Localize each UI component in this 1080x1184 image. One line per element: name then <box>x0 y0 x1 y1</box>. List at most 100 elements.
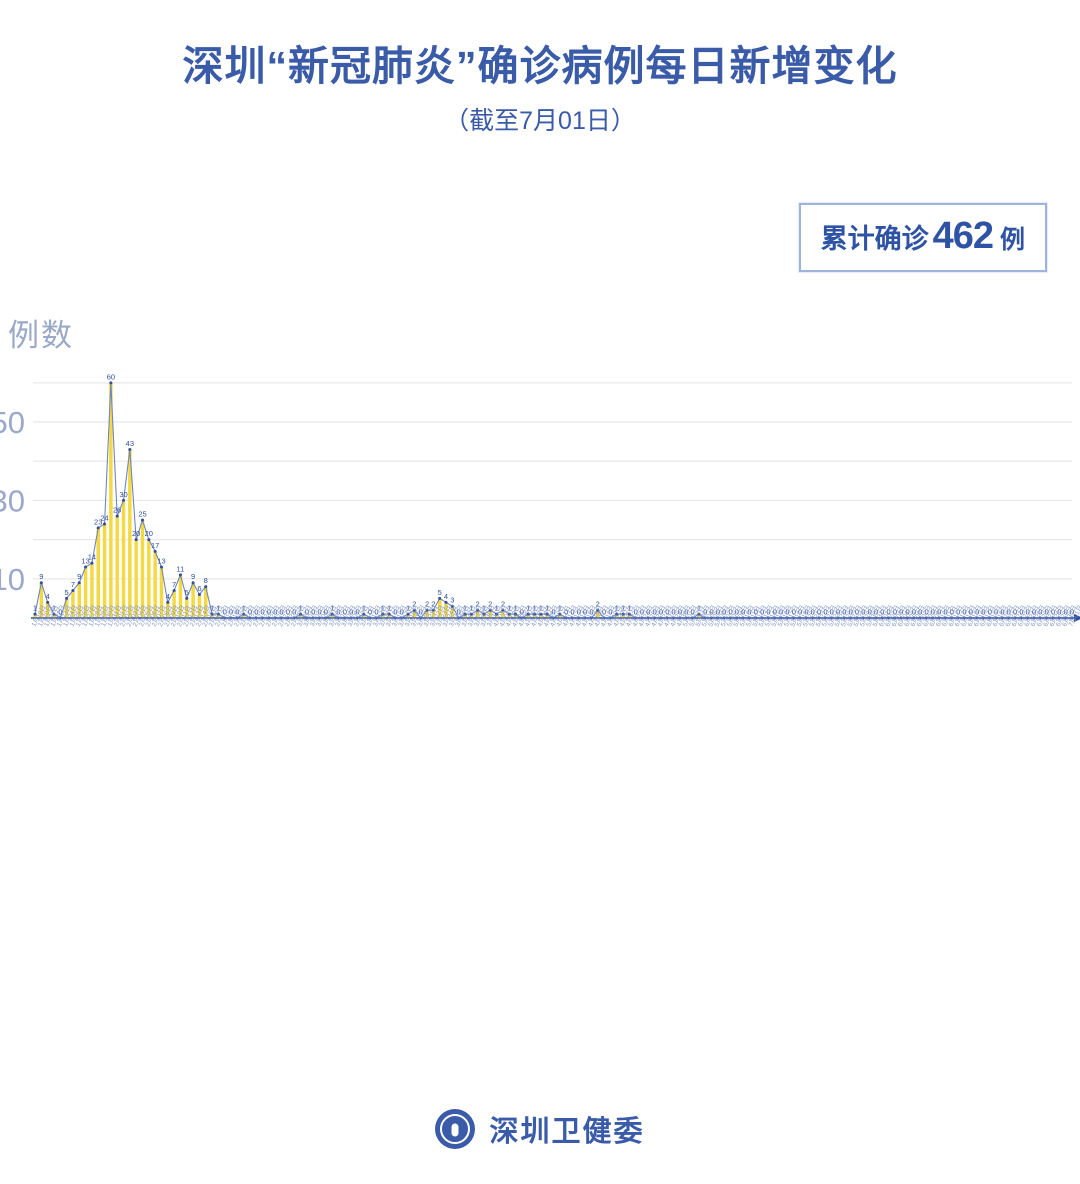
bar <box>39 582 44 618</box>
y-tick-label-50: 50 <box>0 405 25 440</box>
value-label: 5 <box>185 588 189 597</box>
value-label: 1 <box>615 604 619 613</box>
bar <box>463 614 467 618</box>
data-point <box>450 604 454 608</box>
value-label: 0 <box>855 608 859 617</box>
value-label: 0 <box>311 608 315 617</box>
value-label: 0 <box>931 608 935 617</box>
data-point <box>526 612 530 616</box>
value-label: 2 <box>501 600 505 609</box>
value-label: 9 <box>191 572 195 581</box>
value-label: 0 <box>924 608 928 617</box>
value-label: 0 <box>577 608 581 617</box>
value-label: 0 <box>716 608 720 617</box>
value-label: 0 <box>374 608 378 617</box>
data-point <box>425 608 429 612</box>
value-label: 1 <box>406 604 410 613</box>
bar <box>330 614 334 618</box>
value-label: 2 <box>488 600 492 609</box>
chart-plot-area: 1030501941057913142324602630432025201713… <box>0 370 1080 1010</box>
value-label: 0 <box>665 608 669 617</box>
data-point <box>65 596 69 600</box>
value-label: 0 <box>419 608 423 617</box>
bar <box>216 614 221 618</box>
value-label: 0 <box>336 608 340 617</box>
value-label: 1 <box>381 604 385 613</box>
bar <box>191 582 195 618</box>
value-label: 0 <box>58 608 62 617</box>
value-label: 0 <box>520 608 524 617</box>
value-label: 20 <box>145 529 153 538</box>
bar <box>412 610 417 618</box>
data-point <box>134 538 138 542</box>
value-label: 7 <box>71 580 75 589</box>
data-point <box>330 612 334 616</box>
bar <box>627 614 632 618</box>
value-label: 0 <box>1019 608 1023 617</box>
value-label: 0 <box>355 608 359 617</box>
value-label: 1 <box>298 604 302 613</box>
data-point <box>533 612 537 616</box>
value-label: 0 <box>1032 608 1036 617</box>
data-point <box>406 612 410 616</box>
data-point <box>387 612 391 616</box>
data-point <box>444 600 448 604</box>
value-label: 0 <box>551 608 555 617</box>
data-point <box>39 581 43 585</box>
value-label: 0 <box>887 608 891 617</box>
value-label: 0 <box>741 608 745 617</box>
bar <box>532 614 537 618</box>
value-label: 0 <box>254 608 258 617</box>
value-label: 1 <box>216 604 220 613</box>
data-point <box>185 596 189 600</box>
bar <box>526 614 530 618</box>
value-label: 9 <box>39 572 43 581</box>
value-label: 9 <box>77 572 81 581</box>
bar <box>140 520 145 618</box>
value-label: 0 <box>747 608 751 617</box>
bar <box>513 614 518 618</box>
bar <box>96 527 100 618</box>
bar <box>90 563 94 618</box>
value-label: 1 <box>242 604 246 613</box>
value-label: 0 <box>684 608 688 617</box>
bar <box>596 610 600 618</box>
value-label: 30 <box>119 490 127 499</box>
value-label: 0 <box>583 608 587 617</box>
value-label: 1 <box>387 604 391 613</box>
data-point <box>84 565 88 569</box>
value-label: 0 <box>811 608 815 617</box>
value-label: 1 <box>697 604 701 613</box>
bar <box>121 500 126 618</box>
value-label: 0 <box>267 608 271 617</box>
value-label: 0 <box>678 608 682 617</box>
y-tick-label-10: 10 <box>0 562 25 597</box>
data-point <box>115 514 119 518</box>
value-label: 1 <box>52 604 56 613</box>
value-label: 1 <box>513 604 517 613</box>
value-label: 0 <box>956 608 960 617</box>
value-label: 0 <box>918 608 922 617</box>
bar <box>475 610 480 618</box>
value-label: 0 <box>962 608 966 617</box>
data-point <box>216 612 220 616</box>
value-label: 25 <box>138 510 146 519</box>
data-point <box>621 612 625 616</box>
value-label: 1 <box>627 604 631 613</box>
value-label: 0 <box>906 608 910 617</box>
bar <box>166 602 170 618</box>
bar <box>33 614 37 618</box>
value-label: 23 <box>94 517 102 526</box>
value-label: 0 <box>292 608 296 617</box>
value-label: 0 <box>893 608 897 617</box>
value-label: 0 <box>229 608 233 617</box>
x-axis-arrow-icon <box>1074 614 1080 622</box>
value-label: 8 <box>204 576 208 585</box>
value-label: 0 <box>880 608 884 617</box>
value-label: 0 <box>766 608 770 617</box>
value-label: 14 <box>88 553 96 562</box>
value-label: 0 <box>349 608 353 617</box>
data-point <box>627 612 631 616</box>
value-label: 0 <box>235 608 239 617</box>
value-label: 1 <box>532 604 536 613</box>
